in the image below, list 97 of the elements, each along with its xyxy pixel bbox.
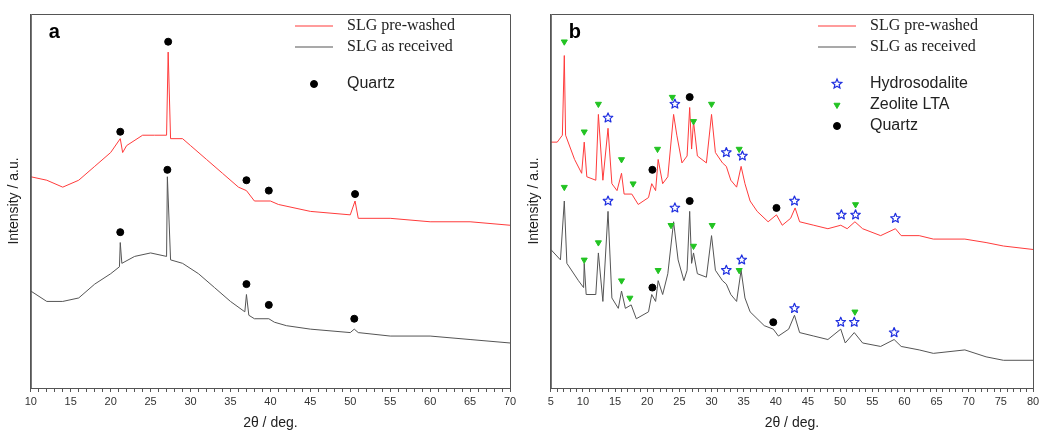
y-axis-title: Intensity / a.u.	[5, 157, 22, 245]
point	[648, 165, 657, 174]
point	[560, 184, 568, 192]
x-tick-label: 25	[144, 394, 157, 407]
legend-label: SLG pre-washed	[870, 16, 978, 35]
point	[617, 278, 626, 285]
x-tick-label: 25	[673, 394, 686, 407]
point	[685, 93, 694, 102]
x-tick-label: 5	[547, 394, 554, 407]
point	[629, 181, 637, 188]
point	[602, 112, 614, 123]
x-tick-label: 50	[344, 394, 357, 407]
legend-label: SLG pre-washed	[347, 16, 455, 35]
point	[654, 268, 662, 275]
point	[242, 176, 251, 185]
point	[735, 146, 743, 154]
point	[667, 222, 675, 230]
point	[351, 190, 360, 199]
point	[602, 195, 614, 206]
x-tick-label: 60	[898, 394, 911, 407]
point	[350, 314, 359, 323]
x-tick-label: 40	[769, 394, 782, 407]
x-tick-label: 55	[384, 394, 397, 407]
point	[888, 326, 900, 338]
point	[690, 119, 698, 126]
point	[772, 203, 781, 212]
x-tick-label: 75	[994, 394, 1007, 407]
point	[708, 222, 716, 230]
point	[163, 165, 172, 174]
point	[669, 202, 681, 213]
legend-label: Zeolite LTA	[870, 95, 950, 113]
point	[852, 202, 860, 209]
point	[848, 316, 860, 327]
x-tick-label: 80	[1026, 394, 1040, 407]
legend-label: Hydrosodalite	[870, 74, 968, 92]
chart-title: a	[48, 19, 61, 42]
point	[789, 195, 800, 206]
point	[708, 101, 716, 109]
point	[594, 101, 602, 109]
point	[617, 157, 626, 164]
point	[116, 228, 125, 237]
point	[720, 146, 732, 158]
x-tick-label: 35	[224, 394, 237, 407]
point	[690, 243, 698, 251]
point	[580, 129, 588, 136]
point	[626, 295, 634, 302]
x-tick-label: 30	[184, 394, 197, 407]
point	[789, 302, 800, 313]
point	[648, 283, 657, 292]
point	[890, 212, 901, 223]
x-tick-label: 70	[503, 394, 517, 407]
x-tick-label: 15	[608, 394, 622, 407]
x-tick-label: 45	[801, 394, 815, 407]
point	[736, 254, 748, 265]
point	[594, 240, 602, 247]
x-tick-label: 50	[833, 394, 847, 407]
point	[735, 268, 743, 275]
x-axis-title: 2θ / deg.	[243, 414, 298, 431]
point	[560, 39, 568, 46]
x-tick-label: 30	[705, 394, 718, 407]
x-tick-label: 65	[463, 394, 477, 407]
chart-title: b	[568, 19, 582, 42]
point	[668, 94, 676, 102]
point	[264, 186, 273, 195]
x-tick-label: 65	[930, 394, 943, 407]
legend-label: SLG as received	[870, 37, 976, 55]
point	[164, 37, 173, 46]
legend-label: SLG as received	[347, 37, 453, 55]
point	[116, 127, 125, 136]
x-tick-label: 60	[424, 394, 437, 407]
point	[720, 264, 732, 275]
x-tick-label: 20	[641, 394, 654, 407]
x-tick-label: 15	[64, 394, 77, 407]
x-axis-title: 2θ / deg.	[764, 414, 820, 431]
point	[851, 309, 859, 316]
x-tick-label: 10	[24, 394, 37, 407]
point	[737, 150, 748, 161]
point	[264, 300, 273, 309]
legend-label: Quartz	[870, 116, 919, 134]
point	[769, 318, 778, 327]
legend-label: Quartz	[347, 74, 396, 92]
x-tick-label: 35	[737, 394, 750, 407]
y-axis-title: Intensity / a.u.	[525, 157, 542, 245]
x-tick-label: 55	[866, 394, 879, 407]
point	[242, 280, 251, 289]
x-tick-label: 20	[104, 394, 117, 407]
point	[669, 98, 681, 109]
point	[835, 316, 847, 327]
point	[580, 257, 588, 264]
point	[850, 209, 861, 220]
x-tick-label: 10	[576, 394, 590, 407]
x-tick-label: 70	[962, 394, 975, 407]
x-tick-label: 40	[264, 394, 277, 407]
point	[654, 146, 662, 154]
point	[685, 197, 694, 205]
x-tick-label: 45	[304, 394, 317, 407]
point	[836, 209, 847, 220]
